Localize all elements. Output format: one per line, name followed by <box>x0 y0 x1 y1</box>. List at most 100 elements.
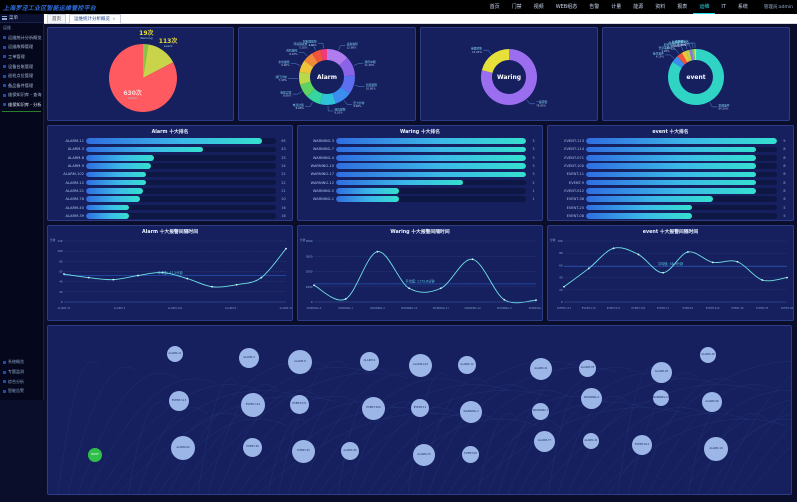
network-node[interactable]: WARNING-10 <box>653 390 669 406</box>
list-bullet-icon <box>3 94 6 97</box>
bar-fill <box>86 147 203 153</box>
network-node[interactable]: EVENT-08 <box>462 446 479 463</box>
sidebar-footer-item-2[interactable]: 综合分析 <box>0 377 44 387</box>
sidebar-item-label: 备品备件管理 <box>8 83 33 89</box>
network-node[interactable]: EVENT-100 <box>362 397 385 420</box>
network-node[interactable]: ALARM-77 <box>534 431 555 452</box>
nav-item-9[interactable]: 运维 <box>693 0 715 14</box>
network-node[interactable]: ALARM-33 <box>413 444 435 466</box>
data-point <box>503 299 505 301</box>
network-edge <box>598 419 788 494</box>
network-node[interactable]: ALARM-78 <box>579 360 596 377</box>
nav-item-3[interactable]: WEB组态 <box>550 0 584 14</box>
nav-item-1[interactable]: 门禁 <box>506 0 528 14</box>
network-node[interactable]: EVENT-11 <box>411 399 429 417</box>
bar-label: ALARM-102 <box>51 172 84 176</box>
network-edge <box>748 379 791 494</box>
network-edge <box>608 361 791 494</box>
network-node[interactable]: ALARM-19 <box>704 437 728 461</box>
network-node[interactable]: ALARM-62 <box>171 436 195 460</box>
sidebar-footer-item-3[interactable]: 智能告警 <box>0 386 44 396</box>
bar-value: 16 <box>278 206 289 210</box>
network-node[interactable]: ALARM-90 <box>341 442 359 460</box>
x-tick-label: WARNING-17 <box>433 306 450 310</box>
sidebar-item-2[interactable]: 工单管理 <box>0 52 43 62</box>
bar-track <box>336 172 526 178</box>
bar-label: ALARM-39 <box>51 214 84 218</box>
network-node[interactable]: ALARM-21 <box>530 358 552 380</box>
data-point <box>137 275 139 277</box>
nav-item-8[interactable]: 报表 <box>671 0 693 14</box>
y-tick-label: 100 <box>58 249 63 253</box>
y-tick-label: 2000 <box>306 270 313 274</box>
sidebar-menu: 运维统计分析概览运维故障管理工单管理设备台账管理巡检点位管理备品备件管理维保知识… <box>0 33 43 110</box>
data-point <box>313 284 315 286</box>
network-node[interactable]: ALARM-41 <box>583 433 599 449</box>
bar-fill <box>86 205 129 211</box>
nav-item-7[interactable]: 资料 <box>649 0 671 14</box>
network-node[interactable]: EVENT-071 <box>290 395 309 414</box>
menu-icon[interactable] <box>2 16 7 20</box>
slice-value: 4.10% <box>656 55 665 59</box>
tab-0[interactable]: 首页 <box>47 14 66 24</box>
network-edge <box>58 361 98 494</box>
network-node[interactable]: WARNING-4 <box>581 388 602 409</box>
label-leader-line <box>710 103 717 107</box>
nav-item-2[interactable]: 视频 <box>528 0 550 14</box>
network-node[interactable]: ALARM-39 <box>700 347 716 363</box>
nav-item-11[interactable]: 系统 <box>732 0 754 14</box>
network-node[interactable]: ALARM-11 <box>167 346 183 362</box>
y-tick-label: 3000 <box>306 254 313 258</box>
nav-item-10[interactable]: IT <box>715 0 732 14</box>
x-tick-label: WARNING-1 <box>529 306 542 310</box>
network-node[interactable]: EVENT-113 <box>169 391 189 411</box>
bar-value: 43 <box>278 147 289 151</box>
sidebar-footer-item-1[interactable]: 专题监测 <box>0 367 44 377</box>
sidebar-item-7[interactable]: 维保知识库 - 分析 <box>0 100 43 110</box>
nav-item-5[interactable]: 计量 <box>605 0 627 14</box>
network-node[interactable]: WARNING-7 <box>532 403 549 420</box>
network-node[interactable]: WARNING-3 <box>460 401 482 423</box>
bar-value: 65 <box>278 139 289 143</box>
network-node[interactable]: EVENT-012 <box>632 435 652 455</box>
sidebar-item-3[interactable]: 设备台账管理 <box>0 62 43 72</box>
bar-value: 25 <box>278 156 289 160</box>
bar-fill <box>336 180 463 186</box>
sidebar-item-4[interactable]: 巡检点位管理 <box>0 71 43 81</box>
network-node[interactable]: EVENT-36 <box>243 438 262 457</box>
network-node[interactable]: ALARM-3 <box>239 348 259 368</box>
network-node[interactable]: EVENT-25 <box>292 440 315 463</box>
bar-fill <box>586 155 756 161</box>
y-axis-unit: 分钟 <box>550 238 556 242</box>
sidebar-item-6[interactable]: 维保知识库 - 查询 <box>0 91 43 101</box>
bar-track <box>86 196 276 202</box>
bar-label: WARNING-7 <box>301 147 334 151</box>
close-icon[interactable]: × <box>112 17 116 22</box>
nav-item-4[interactable]: 告警 <box>583 0 605 14</box>
sidebar-item-5[interactable]: 备品备件管理 <box>0 81 43 91</box>
network-node[interactable]: ALARM-8 <box>288 350 312 374</box>
network-node[interactable]: ALARM-45 <box>651 362 672 383</box>
sidebar-item-1[interactable]: 运维故障管理 <box>0 43 43 53</box>
x-tick-label: WARNING-7 <box>338 306 353 310</box>
network-node[interactable]: EVENT-114 <box>241 393 265 417</box>
tab-1[interactable]: 运维统计分析概览× <box>69 14 121 24</box>
bar-value: 8 <box>779 172 790 176</box>
bar-fill <box>86 180 146 186</box>
network-node[interactable]: ALARM-56 <box>702 392 722 412</box>
nav-item-0[interactable]: 首页 <box>484 0 506 14</box>
sidebar-footer-item-0[interactable]: 系统概览 <box>0 358 44 368</box>
network-edge <box>498 361 598 494</box>
sidebar-item-0[interactable]: 运维统计分析概览 <box>0 33 43 43</box>
nav-item-6[interactable]: 能源 <box>627 0 649 14</box>
network-node[interactable]: ALARM-12 <box>458 356 476 374</box>
slice-value: 5.20% <box>299 45 308 49</box>
network-node[interactable]: ALARM-102 <box>409 354 432 377</box>
network-node[interactable]: ALARM-9 <box>360 352 379 371</box>
network-node-root[interactable]: ROOT <box>88 448 102 462</box>
donut-center-label: Alarm <box>317 74 337 81</box>
